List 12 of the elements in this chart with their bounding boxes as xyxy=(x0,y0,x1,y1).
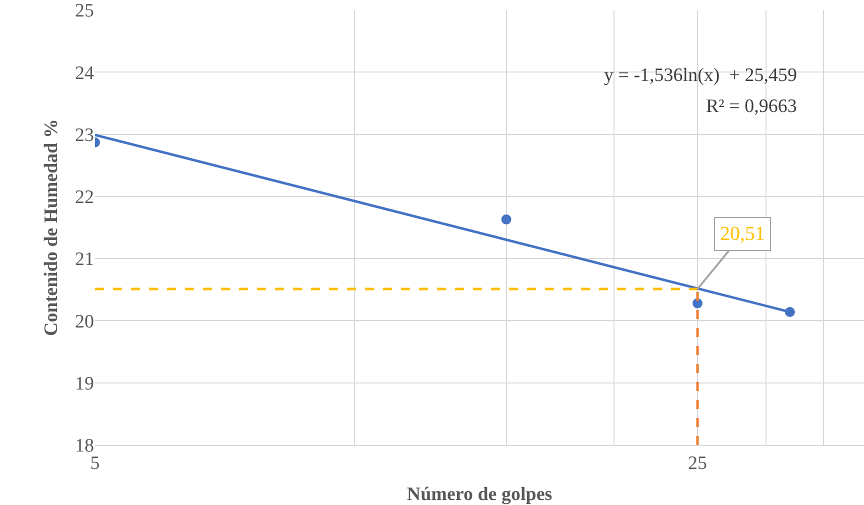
y-tick-label: 23 xyxy=(75,124,94,146)
y-tick-label: 24 xyxy=(75,62,94,84)
y-tick-label: 25 xyxy=(75,0,94,22)
x-axis-title: Número de golpes xyxy=(406,484,552,505)
annotation: y = -1,536ln(x) + 25,459 xyxy=(604,65,797,86)
annotation: 20,51 xyxy=(720,223,765,245)
y-tick-label: 21 xyxy=(75,249,94,270)
y-tick-label: 22 xyxy=(75,187,94,208)
y-tick-label: 19 xyxy=(75,374,94,395)
annotation: R² = 0,9663 xyxy=(706,96,797,117)
y-axis-title: Contenido de Humedad % xyxy=(40,119,62,336)
y-tick-label: 20 xyxy=(75,311,94,332)
